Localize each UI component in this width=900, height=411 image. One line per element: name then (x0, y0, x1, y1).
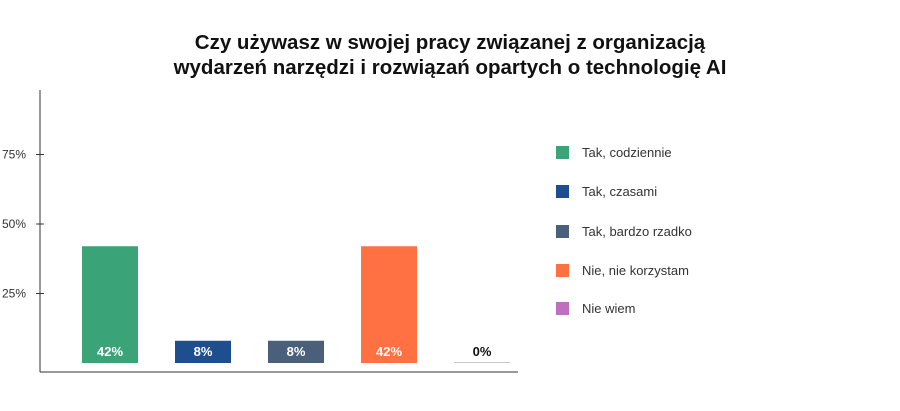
legend-swatch (556, 264, 569, 277)
bar-value-label: 42% (376, 344, 402, 359)
bar-value-label: 8% (194, 344, 213, 359)
y-tick-label: 50% (2, 217, 26, 231)
bar-4 (361, 246, 417, 363)
legend-item: Tak, codziennie (556, 145, 672, 160)
legend-item: Nie, nie korzystam (556, 263, 689, 278)
legend-label: Tak, codziennie (582, 145, 672, 160)
bar-1 (82, 246, 138, 363)
legend-label: Nie wiem (582, 301, 636, 316)
y-tick-label: 75% (2, 148, 26, 162)
legend-item: Tak, bardzo rzadko (556, 224, 692, 239)
chart-title-line-1: Czy używasz w swojej pracy związanej z o… (194, 31, 706, 54)
legend-item: Nie wiem (556, 301, 635, 316)
legend-label: Tak, czasami (582, 184, 658, 199)
legend-label: Nie, nie korzystam (582, 263, 689, 278)
legend-swatch (556, 146, 569, 159)
bar-5 (454, 362, 510, 363)
chart-title: Czy używasz w swojej pracy związanej z o… (130, 30, 770, 80)
legend-swatch (556, 185, 569, 198)
legend-swatch (556, 302, 569, 315)
bar-value-label: 8% (287, 344, 306, 359)
bar-2 (175, 340, 231, 363)
bar-value-label: 42% (97, 344, 123, 359)
bar-value-label: 0% (473, 344, 492, 359)
legend-label: Tak, bardzo rzadko (582, 224, 692, 239)
y-tick-label: 25% (2, 287, 26, 301)
legend-item: Tak, czasami (556, 184, 657, 199)
legend-swatch (556, 225, 569, 238)
bar-3 (268, 340, 324, 363)
chart-title-line-2: wydarzeń narzędzi i rozwiązań opartych o… (173, 56, 727, 79)
